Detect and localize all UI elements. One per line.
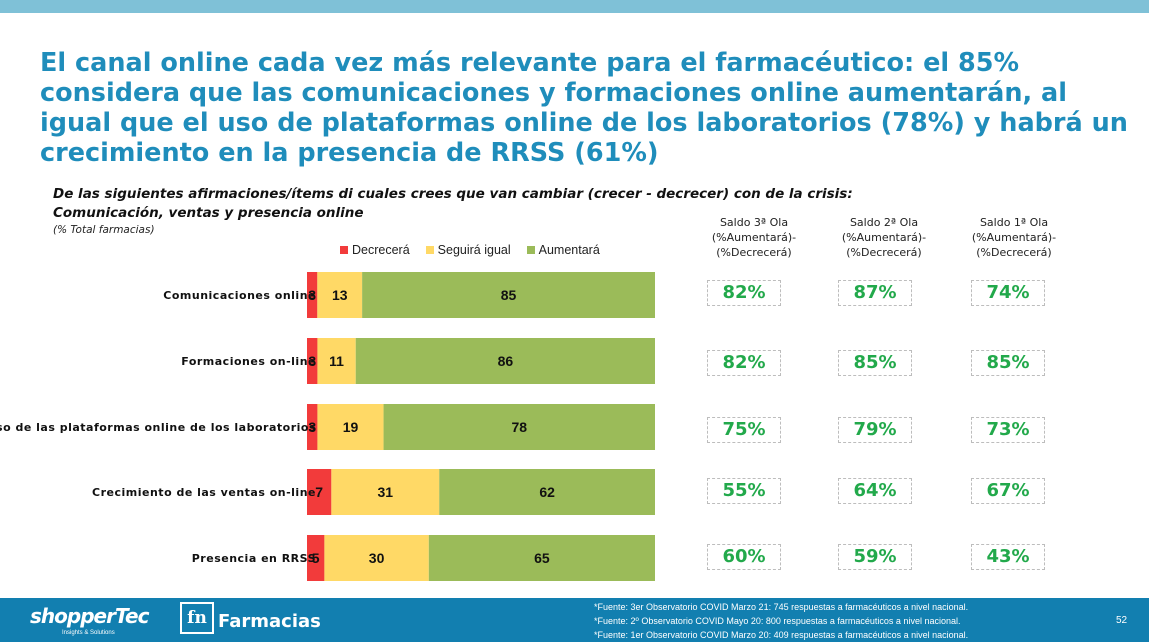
saldo-header-ola1-line1: Saldo 1ª Ola [979, 216, 1049, 229]
saldo-header-ola1-line2: (%Aumentará)- [971, 231, 1057, 244]
value-label-decrecera-0: 3 [308, 287, 316, 303]
saldo-header-ola3-line3: (%Decrecerá) [716, 246, 792, 259]
question-note: (% Total farmacias) [53, 224, 155, 236]
bar-decrecera-0 [307, 272, 318, 318]
value-label-aumentara-0: 85 [501, 287, 517, 303]
saldo-ola3-2: 75% [707, 417, 781, 443]
bar-seguira-0 [317, 272, 363, 318]
bar-decrecera-4 [307, 535, 325, 581]
category-label-1: Formaciones on-line [181, 355, 316, 368]
bar-seguira-3 [331, 469, 440, 515]
question-line-1: De las siguientes afirmaciones/ítems di … [53, 186, 853, 202]
value-label-decrecera-1: 3 [308, 353, 316, 369]
value-label-seguira-3: 31 [378, 484, 394, 500]
legend-label-decrecera: Decrecerá [352, 243, 410, 257]
saldo-header-ola3: Saldo 3ª Ola (%Aumentará)- (%Decrecerá) [699, 215, 809, 260]
bar-aumentara-0 [362, 272, 655, 318]
saldo-header-ola2: Saldo 2ª Ola (%Aumentará)- (%Decrecerá) [829, 215, 939, 260]
bar-aumentara-2 [383, 404, 655, 450]
saldo-header-ola3-line1: Saldo 3ª Ola [719, 216, 789, 229]
saldo-header-ola2-line1: Saldo 2ª Ola [849, 216, 919, 229]
saldo-header-ola2-line3: (%Decrecerá) [846, 246, 922, 259]
sources-note: *Fuente: 3er Observatorio COVID Marzo 21… [594, 600, 968, 642]
bar-seguira-4 [324, 535, 429, 581]
value-label-aumentara-2: 78 [511, 419, 527, 435]
bar-decrecera-2 [307, 404, 318, 450]
source-line-1: *Fuente: 3er Observatorio COVID Marzo 21… [594, 602, 969, 612]
saldo-ola2-0: 87% [838, 280, 912, 306]
legend-item-aumentara: Aumentará [526, 243, 600, 257]
farmacias-logo: Farmacias [218, 611, 321, 632]
slide-title: El canal online cada vez más relevante p… [40, 48, 1128, 168]
category-label-0: Comunicaciones online [163, 289, 316, 302]
saldo-ola1-1: 85% [971, 350, 1045, 376]
value-label-decrecera-2: 3 [308, 419, 316, 435]
question-line-2: Comunicación, ventas y presencia online [53, 205, 364, 221]
farmacias-logo-icon: fn [180, 602, 214, 634]
bar-aumentara-3 [439, 469, 655, 515]
legend-label-aumentara: Aumentará [538, 243, 600, 257]
bar-decrecera-1 [307, 338, 318, 384]
saldo-ola2-1: 85% [838, 350, 912, 376]
saldo-header-ola1-line3: (%Decrecerá) [976, 246, 1052, 259]
legend-swatch-decrecera [340, 246, 348, 254]
chart-legend: Decrecerá Seguirá igual Aumentará [340, 243, 616, 257]
saldo-ola2-4: 59% [838, 544, 912, 570]
saldo-ola1-0: 74% [971, 280, 1045, 306]
bar-aumentara-4 [428, 535, 655, 581]
shoppertec-logo: shopperTec [30, 604, 149, 628]
legend-swatch-seguira [425, 246, 434, 254]
saldo-ola1-3: 67% [971, 478, 1045, 504]
value-label-decrecera-4: 5 [312, 550, 320, 566]
saldo-header-ola1: Saldo 1ª Ola (%Aumentará)- (%Decrecerá) [959, 215, 1069, 260]
value-label-decrecera-3: 7 [315, 484, 323, 500]
value-label-seguira-4: 30 [369, 550, 385, 566]
value-label-seguira-0: 13 [332, 287, 348, 303]
legend-item-decrecera: Decrecerá [340, 243, 410, 257]
bar-decrecera-3 [307, 469, 332, 515]
saldo-header-ola2-line2: (%Aumentará)- [841, 231, 927, 244]
value-label-aumentara-1: 86 [498, 353, 514, 369]
saldo-ola1-4: 43% [971, 544, 1045, 570]
saldo-ola1-2: 73% [971, 417, 1045, 443]
page-number: 52 [1116, 615, 1128, 626]
shoppertec-tagline: Insights & Solutions [62, 630, 115, 636]
legend-item-seguira: Seguirá igual [425, 243, 511, 257]
bar-aumentara-1 [355, 338, 655, 384]
saldo-ola2-3: 64% [838, 478, 912, 504]
footer-bar [0, 598, 1149, 642]
category-label-4: Presencia en RRSS [192, 552, 316, 565]
value-label-seguira-1: 11 [329, 353, 344, 369]
saldo-ola2-2: 79% [838, 417, 912, 443]
saldo-ola3-3: 55% [707, 478, 781, 504]
category-label-2: Uso de las plataformas online de los lab… [0, 421, 316, 434]
source-line-2: *Fuente: 2º Observatorio COVID Mayo 20: … [594, 616, 961, 626]
top-accent-bar [0, 0, 1149, 13]
source-line-3: *Fuente: 1er Observatorio COVID Marzo 20… [594, 630, 969, 640]
value-label-aumentara-4: 65 [534, 550, 550, 566]
saldo-ola3-0: 82% [707, 280, 781, 306]
bar-seguira-2 [317, 404, 384, 450]
bar-seguira-1 [317, 338, 356, 384]
saldo-ola3-4: 60% [707, 544, 781, 570]
value-label-seguira-2: 19 [343, 419, 359, 435]
value-label-aumentara-3: 62 [539, 484, 555, 500]
legend-label-seguira: Seguirá igual [437, 243, 511, 257]
category-label-3: Crecimiento de las ventas on-line [92, 486, 316, 499]
legend-swatch-aumentara [526, 246, 535, 254]
saldo-header-ola3-line2: (%Aumentará)- [711, 231, 797, 244]
saldo-ola3-1: 82% [707, 350, 781, 376]
